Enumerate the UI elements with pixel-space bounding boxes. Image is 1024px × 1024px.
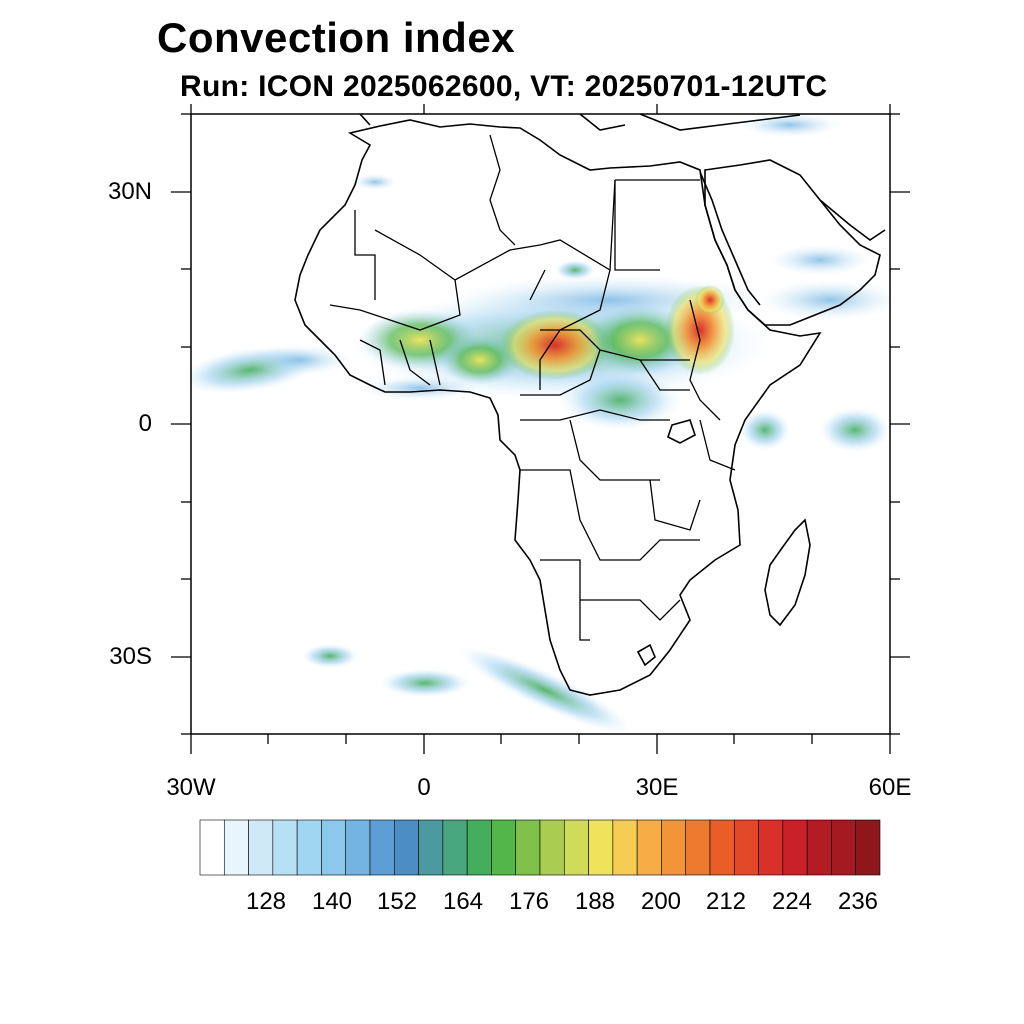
lat-label-0: 0 <box>138 410 152 437</box>
colorbar-box <box>806 819 832 876</box>
colorbar-box <box>345 819 371 876</box>
colorbar-label: 164 <box>442 888 484 915</box>
axis-ticks <box>171 104 910 754</box>
colorbar-box <box>466 819 492 876</box>
lon-label-30w: 30W <box>166 774 216 801</box>
colorbar-label: 188 <box>574 888 616 915</box>
colorbar-box <box>539 819 565 876</box>
colorbar-box <box>369 819 395 876</box>
colorbar-box <box>612 819 638 876</box>
colorbar-box <box>199 819 225 876</box>
colorbar-label: 236 <box>837 888 879 915</box>
colorbar-box <box>248 819 274 876</box>
colorbar-label: 140 <box>311 888 353 915</box>
colorbar-label: 176 <box>508 888 550 915</box>
colorbar-box <box>733 819 759 876</box>
colorbar-box <box>442 819 468 876</box>
colorbar-box <box>588 819 614 876</box>
colorbar-box <box>296 819 322 876</box>
colorbar-label: 152 <box>376 888 418 915</box>
colorbar-box <box>855 819 881 876</box>
convection-field <box>191 114 890 734</box>
colorbar-box <box>636 819 662 876</box>
colorbar-box <box>321 819 347 876</box>
colorbar-box <box>418 819 444 876</box>
colorbar-box <box>393 819 419 876</box>
colorbar <box>199 819 881 876</box>
colorbar-label: 212 <box>705 888 747 915</box>
colorbar-box <box>223 819 249 876</box>
coastlines <box>294 114 886 696</box>
colorbar-box <box>661 819 687 876</box>
plot-subtitle: Run: ICON 2025062600, VT: 20250701-12UTC <box>180 70 828 103</box>
lon-label-0: 0 <box>417 774 431 801</box>
colorbar-label: 128 <box>245 888 287 915</box>
colorbar-box <box>515 819 541 876</box>
lon-label-60e: 60E <box>868 774 912 801</box>
colorbar-box <box>758 819 784 876</box>
colorbar-box <box>563 819 589 876</box>
colorbar-box <box>491 819 517 876</box>
colorbar-box <box>709 819 735 876</box>
colorbar-box <box>272 819 298 876</box>
colorbar-label: 200 <box>640 888 682 915</box>
colorbar-label: 224 <box>771 888 813 915</box>
colorbar-box <box>831 819 857 876</box>
colorbar-box <box>685 819 711 876</box>
lat-label-30n: 30N <box>107 178 152 205</box>
lat-label-30s: 30S <box>109 643 152 670</box>
country-borders <box>329 134 736 641</box>
plot-title: Convection index <box>157 14 516 61</box>
colorbar-box <box>782 819 808 876</box>
lon-label-30e: 30E <box>635 774 679 801</box>
